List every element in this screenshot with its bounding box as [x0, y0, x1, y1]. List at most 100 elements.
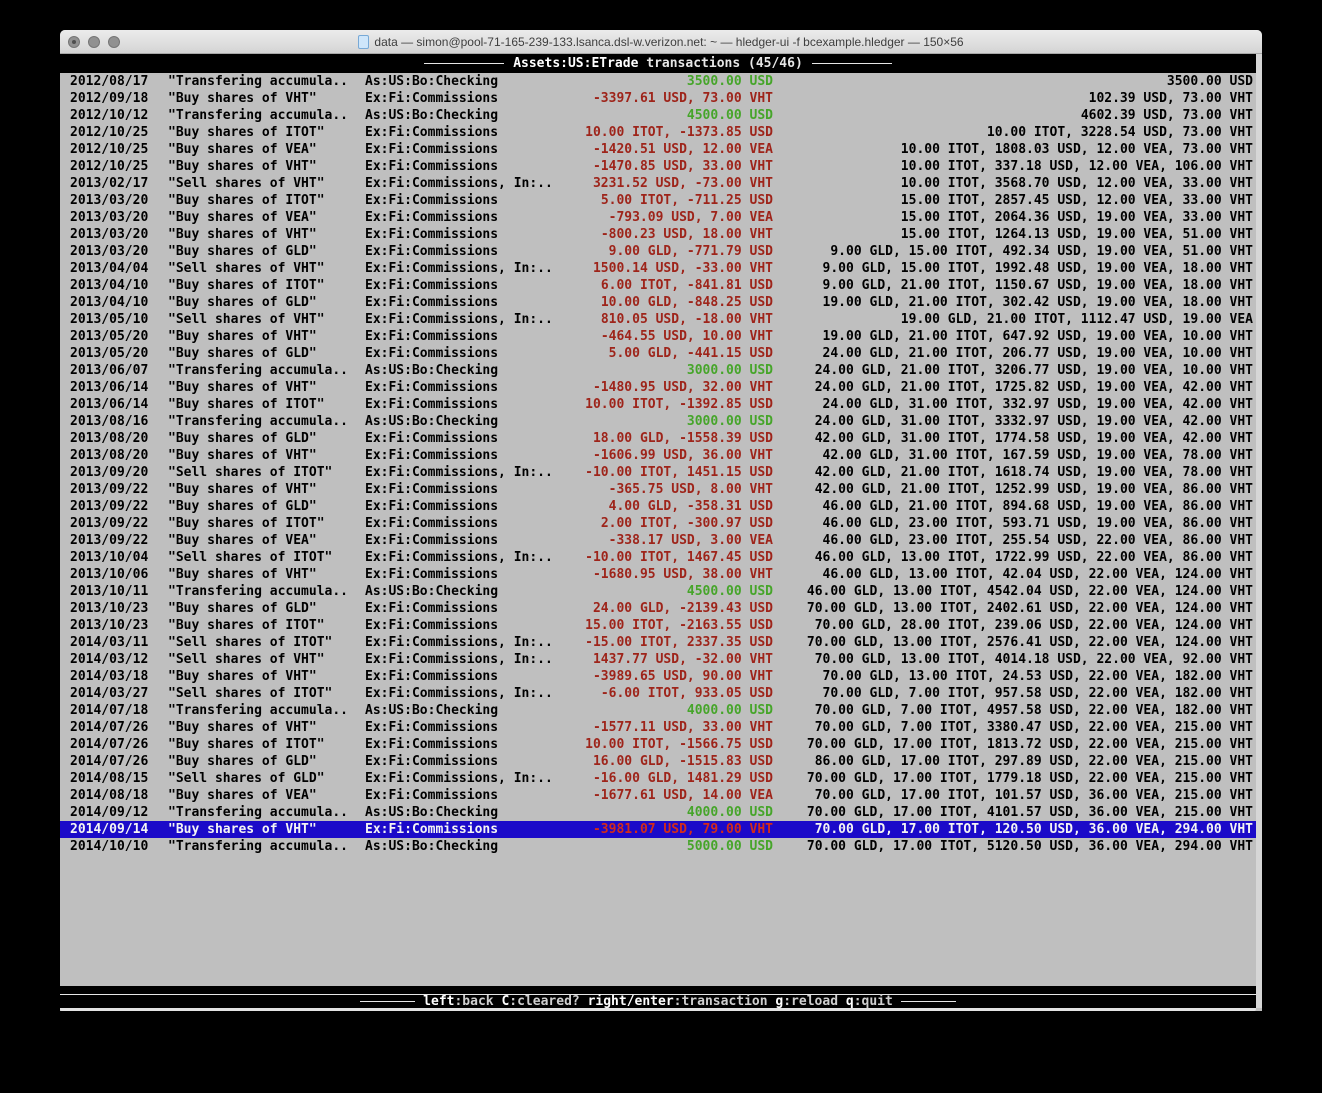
row-other-accounts: Ex:Fi:Commissions: [365, 193, 499, 208]
transaction-row[interactable]: 2013/10/11 "Transfering accumula.. As:US:B…: [60, 583, 1256, 600]
row-running-balance: 42.00 GLD, 31.00 ITOT, 1774.58 USD, 19.0…: [814, 431, 1253, 446]
row-other-accounts: Ex:Fi:Commissions: [365, 346, 499, 361]
transaction-row[interactable]: 2013/06/07 "Transfering accumula.. As:US:B…: [60, 362, 1256, 379]
transaction-row[interactable]: 2012/09/18 "Buy shares of VHT" Ex:Fi:Commi…: [60, 90, 1256, 107]
transaction-row[interactable]: 2012/10/25 "Buy shares of ITOT" Ex:Fi:Comm…: [60, 124, 1256, 141]
transaction-row[interactable]: 2013/04/10 "Buy shares of GLD" Ex:Fi:Commi…: [60, 294, 1256, 311]
row-other-accounts: Ex:Fi:Commissions: [365, 159, 499, 174]
transaction-row[interactable]: 2013/10/23 "Buy shares of GLD" Ex:Fi:Commi…: [60, 600, 1256, 617]
row-running-balance: 46.00 GLD, 21.00 ITOT, 894.68 USD, 19.00…: [822, 499, 1253, 514]
header-account-name: Assets:US:ETrade: [513, 56, 639, 71]
row-other-accounts: Ex:Fi:Commissions: [365, 618, 499, 633]
transaction-row[interactable]: 2013/09/22 "Buy shares of VEA" Ex:Fi:Commi…: [60, 532, 1256, 549]
transaction-row[interactable]: 2013/09/22 "Buy shares of VHT" Ex:Fi:Commi…: [60, 481, 1256, 498]
transaction-row[interactable]: 2014/07/18 "Transfering accumula.. As:US:B…: [60, 702, 1256, 719]
row-date: 2013/10/06: [70, 567, 149, 582]
row-change-amount: -1680.95 USD, 38.00 VHT: [592, 567, 773, 582]
row-running-balance: 70.00 GLD, 7.00 ITOT, 3380.47 USD, 22.00…: [814, 720, 1253, 735]
row-other-accounts: As:US:Bo:Checking: [365, 805, 499, 820]
transaction-row[interactable]: 2014/03/11 "Sell shares of ITOT" Ex:Fi:Com…: [60, 634, 1256, 651]
row-description: "Sell shares of GLD": [168, 771, 325, 786]
transaction-row[interactable]: 2013/08/20 "Buy shares of GLD" Ex:Fi:Commi…: [60, 430, 1256, 447]
row-change-amount: 3000.00 USD: [686, 414, 773, 429]
transaction-row[interactable]: 2013/02/17 "Sell shares of VHT" Ex:Fi:Comm…: [60, 175, 1256, 192]
transaction-row[interactable]: 2013/06/14 "Buy shares of ITOT" Ex:Fi:Comm…: [60, 396, 1256, 413]
row-description: "Transfering accumula..: [168, 108, 349, 123]
transaction-row[interactable]: 2014/07/26 "Buy shares of ITOT" Ex:Fi:Comm…: [60, 736, 1256, 753]
row-description: "Sell shares of VHT": [168, 652, 325, 667]
row-other-accounts: Ex:Fi:Commissions, In:..: [365, 465, 553, 480]
transaction-row[interactable]: 2013/08/16 "Transfering accumula.. As:US:B…: [60, 413, 1256, 430]
transaction-row[interactable]: 2013/04/04 "Sell shares of VHT" Ex:Fi:Comm…: [60, 260, 1256, 277]
row-date: 2014/09/12: [70, 805, 149, 820]
row-change-amount: 10.00 ITOT, -1566.75 USD: [585, 737, 773, 752]
row-description: "Sell shares of VHT": [168, 312, 325, 327]
row-date: 2014/08/18: [70, 788, 149, 803]
row-other-accounts: Ex:Fi:Commissions: [365, 669, 499, 684]
row-change-amount: 5000.00 USD: [686, 839, 773, 854]
transaction-row[interactable]: 2012/08/17 "Transfering accumula.. As:US:B…: [60, 73, 1256, 90]
row-description: "Buy shares of VHT": [168, 227, 317, 242]
transaction-row[interactable]: 2012/10/25 "Buy shares of VEA" Ex:Fi:Commi…: [60, 141, 1256, 158]
transaction-row[interactable]: 2013/10/06 "Buy shares of VHT" Ex:Fi:Commi…: [60, 566, 1256, 583]
row-change-amount: -1480.95 USD, 32.00 VHT: [592, 380, 773, 395]
help-key-action: :quit: [853, 994, 893, 1009]
transaction-row[interactable]: 2013/03/20 "Buy shares of VHT" Ex:Fi:Commi…: [60, 226, 1256, 243]
transaction-row[interactable]: 2014/03/18 "Buy shares of VHT" Ex:Fi:Commi…: [60, 668, 1256, 685]
help-key: g: [775, 994, 784, 1009]
row-running-balance: 42.00 GLD, 21.00 ITOT, 1618.74 USD, 19.0…: [814, 465, 1253, 480]
transaction-row[interactable]: 2014/08/18 "Buy shares of VEA" Ex:Fi:Commi…: [60, 787, 1256, 804]
row-other-accounts: Ex:Fi:Commissions: [365, 380, 499, 395]
transaction-row[interactable]: 2013/06/14 "Buy shares of VHT" Ex:Fi:Commi…: [60, 379, 1256, 396]
header-view-label: transactions (45/46): [646, 56, 803, 71]
row-other-accounts: Ex:Fi:Commissions: [365, 448, 499, 463]
zoom-button[interactable]: [108, 35, 120, 48]
row-description: "Transfering accumula..: [168, 584, 349, 599]
transaction-row[interactable]: 2013/10/23 "Buy shares of ITOT" Ex:Fi:Comm…: [60, 617, 1256, 634]
transaction-row[interactable]: 2013/09/22 "Buy shares of GLD" Ex:Fi:Commi…: [60, 498, 1256, 515]
row-running-balance: 70.00 GLD, 13.00 ITOT, 2576.41 USD, 22.0…: [806, 635, 1253, 650]
transaction-row[interactable]: 2013/08/20 "Buy shares of VHT" Ex:Fi:Commi…: [60, 447, 1256, 464]
transaction-row[interactable]: 2014/08/15 "Sell shares of GLD" Ex:Fi:Comm…: [60, 770, 1256, 787]
register-rows: 2012/08/17 "Transfering accumula.. As:US:B…: [60, 73, 1256, 986]
row-change-amount: -338.17 USD, 3.00 VEA: [608, 533, 773, 548]
transaction-row[interactable]: 2013/05/10 "Sell shares of VHT" Ex:Fi:Comm…: [60, 311, 1256, 328]
minimize-button[interactable]: [88, 35, 100, 48]
row-description: "Buy shares of VHT": [168, 91, 317, 106]
transaction-row[interactable]: 2013/03/20 "Buy shares of VEA" Ex:Fi:Commi…: [60, 209, 1256, 226]
transaction-row[interactable]: 2014/03/12 "Sell shares of VHT" Ex:Fi:Comm…: [60, 651, 1256, 668]
transaction-row[interactable]: 2013/05/20 "Buy shares of GLD" Ex:Fi:Commi…: [60, 345, 1256, 362]
transaction-row[interactable]: 2012/10/12 "Transfering accumula.. As:US:B…: [60, 107, 1256, 124]
transaction-row[interactable]: 2014/07/26 "Buy shares of GLD" Ex:Fi:Commi…: [60, 753, 1256, 770]
close-button[interactable]: [68, 35, 80, 48]
row-running-balance: 70.00 GLD, 17.00 ITOT, 4101.57 USD, 36.0…: [806, 805, 1253, 820]
transaction-row[interactable]: 2014/07/26 "Buy shares of VHT" Ex:Fi:Commi…: [60, 719, 1256, 736]
transaction-row[interactable]: 2014/10/10 "Transfering accumula.. As:US:B…: [60, 838, 1256, 855]
transaction-row[interactable]: 2013/09/20 "Sell shares of ITOT" Ex:Fi:Com…: [60, 464, 1256, 481]
row-running-balance: 10.00 ITOT, 3228.54 USD, 73.00 VHT: [986, 125, 1253, 140]
row-other-accounts: Ex:Fi:Commissions: [365, 601, 499, 616]
row-change-amount: -793.09 USD, 7.00 VEA: [608, 210, 773, 225]
transaction-row[interactable]: 2014/09/14 "Buy shares of VHT" Ex:Fi:Commi…: [60, 821, 1256, 838]
transaction-row[interactable]: 2014/03/27 "Sell shares of ITOT" Ex:Fi:Com…: [60, 685, 1256, 702]
transaction-row[interactable]: 2013/03/20 "Buy shares of ITOT" Ex:Fi:Comm…: [60, 192, 1256, 209]
row-description: "Sell shares of ITOT": [168, 686, 333, 701]
row-running-balance: 46.00 GLD, 13.00 ITOT, 4542.04 USD, 22.0…: [806, 584, 1253, 599]
transaction-row[interactable]: 2013/05/20 "Buy shares of VHT" Ex:Fi:Commi…: [60, 328, 1256, 345]
transaction-row[interactable]: 2014/09/12 "Transfering accumula.. As:US:B…: [60, 804, 1256, 821]
header-rule-right: [811, 63, 892, 64]
transaction-row[interactable]: 2013/03/20 "Buy shares of GLD" Ex:Fi:Commi…: [60, 243, 1256, 260]
transaction-row[interactable]: 2013/09/22 "Buy shares of ITOT" Ex:Fi:Comm…: [60, 515, 1256, 532]
row-date: 2012/08/17: [70, 74, 149, 89]
row-running-balance: 46.00 GLD, 23.00 ITOT, 255.54 USD, 22.00…: [822, 533, 1253, 548]
transaction-row[interactable]: 2012/10/25 "Buy shares of VHT" Ex:Fi:Commi…: [60, 158, 1256, 175]
row-running-balance: 10.00 ITOT, 3568.70 USD, 12.00 VEA, 33.0…: [900, 176, 1253, 191]
transaction-row[interactable]: 2013/10/04 "Sell shares of ITOT" Ex:Fi:Com…: [60, 549, 1256, 566]
row-other-accounts: As:US:Bo:Checking: [365, 414, 499, 429]
help-key-action: :transaction: [673, 994, 776, 1009]
row-change-amount: -3989.65 USD, 90.00 VHT: [592, 669, 773, 684]
transaction-row[interactable]: 2013/04/10 "Buy shares of ITOT" Ex:Fi:Comm…: [60, 277, 1256, 294]
row-change-amount: -1577.11 USD, 33.00 VHT: [592, 720, 773, 735]
row-date: 2013/08/20: [70, 448, 149, 463]
